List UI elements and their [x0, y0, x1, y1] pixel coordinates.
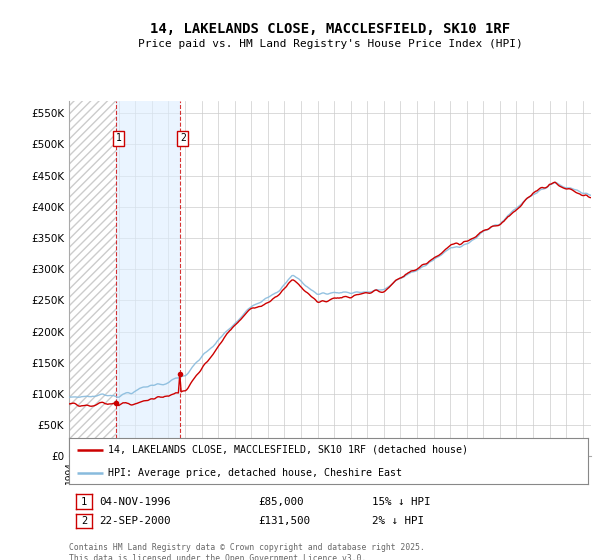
Bar [116, 101, 181, 456]
Text: £85,000: £85,000 [258, 497, 304, 507]
Text: Contains HM Land Registry data © Crown copyright and database right 2025.
This d: Contains HM Land Registry data © Crown c… [69, 543, 425, 560]
Text: 14, LAKELANDS CLOSE, MACCLESFIELD, SK10 1RF: 14, LAKELANDS CLOSE, MACCLESFIELD, SK10 … [150, 22, 510, 36]
Text: 22-SEP-2000: 22-SEP-2000 [99, 516, 170, 526]
Text: 2: 2 [180, 133, 186, 143]
Text: 2: 2 [81, 516, 87, 526]
Text: 14, LAKELANDS CLOSE, MACCLESFIELD, SK10 1RF (detached house): 14, LAKELANDS CLOSE, MACCLESFIELD, SK10 … [108, 445, 468, 455]
Text: 2% ↓ HPI: 2% ↓ HPI [372, 516, 424, 526]
Text: 1: 1 [81, 497, 87, 507]
Text: Price paid vs. HM Land Registry's House Price Index (HPI): Price paid vs. HM Land Registry's House … [137, 39, 523, 49]
Bar [69, 101, 116, 456]
Text: HPI: Average price, detached house, Cheshire East: HPI: Average price, detached house, Ches… [108, 468, 402, 478]
Text: £131,500: £131,500 [258, 516, 310, 526]
Text: 04-NOV-1996: 04-NOV-1996 [99, 497, 170, 507]
Text: 15% ↓ HPI: 15% ↓ HPI [372, 497, 431, 507]
Text: 1: 1 [116, 133, 122, 143]
